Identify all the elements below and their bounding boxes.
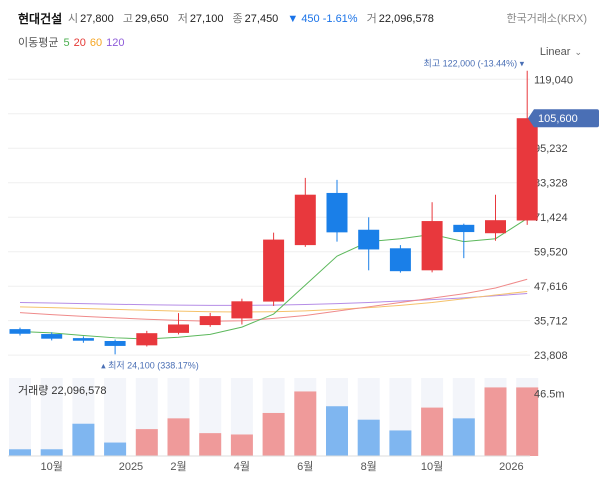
volume-bar: [9, 449, 31, 456]
high-label: 고: [122, 13, 133, 25]
x-tick-label: 4월: [234, 460, 250, 473]
volume-bar: [516, 387, 539, 456]
ma20-line: [19, 278, 528, 322]
y-tick-label: 59,520: [534, 247, 568, 259]
candle-body: [41, 334, 63, 339]
candle-body: [485, 220, 506, 234]
x-tick-label: 8월: [361, 460, 377, 473]
y-tick-label: 35,712: [534, 316, 568, 328]
close-label: 종: [232, 13, 243, 25]
current-price-label: 105,600: [538, 113, 578, 125]
x-tick-label: 10월: [421, 460, 443, 473]
x-tick-label: 2026: [499, 461, 523, 473]
volume-bar: [72, 423, 95, 456]
candle-body: [421, 221, 443, 271]
high-value: 29,650: [134, 13, 169, 25]
scale-selector-label: Linear: [539, 46, 571, 58]
candle-body: [263, 239, 285, 302]
current-price-tag: [528, 109, 599, 128]
moving-average-legend: 이동평균 5 20 60 120: [18, 34, 129, 50]
candle-body: [104, 341, 126, 346]
volume-column-bg: [40, 378, 63, 456]
volume-bar: [135, 429, 158, 456]
volume-bar: [326, 406, 348, 456]
ma-60[interactable]: 60: [89, 37, 103, 49]
volume-bar: [167, 418, 190, 456]
ohlc-summary: 시 27,800 고 29,650 저 27,100 종 27,450 ▼ 450 -1…: [68, 10, 440, 26]
ma60-line: [19, 290, 528, 313]
open-label: 시: [68, 13, 79, 25]
volume-bar: [262, 412, 285, 456]
stock-name: 현대건설: [18, 12, 63, 26]
y-tick-label: 95,232: [534, 143, 568, 155]
change-value: ▼ 450 -1.61%: [287, 13, 358, 25]
x-tick-label: 10월: [41, 460, 63, 473]
ma-20[interactable]: 20: [73, 37, 86, 49]
chart-header: 현대건설 시 27,800 고 29,650 저 27,100 종 27,450 ▼ 4…: [0, 0, 600, 34]
candle-body: [326, 192, 348, 233]
volume-column-bg: [104, 378, 127, 456]
y-tick-label: 71,424: [534, 212, 568, 224]
chevron-down-icon: ⌄: [574, 47, 582, 57]
low-value: 27,100: [189, 13, 224, 25]
candle-body: [389, 248, 411, 272]
candle-body: [358, 229, 380, 250]
candle-body: [516, 118, 538, 221]
volume-bar: [104, 442, 127, 456]
candle-body: [453, 224, 475, 233]
min-price-label: ▴ 최저 24,100 (338.17%): [101, 360, 199, 370]
volume-bar: [389, 430, 412, 456]
low-label: 저: [177, 13, 188, 25]
candle-body: [168, 324, 189, 333]
candle-body: [9, 329, 31, 334]
scale-selector[interactable]: Linear ⌄: [540, 46, 582, 58]
y-tick-label: 83,328: [534, 178, 568, 190]
volume-bar: [421, 407, 444, 456]
ma5-line: [19, 218, 528, 340]
x-tick-label: 2025: [119, 461, 143, 473]
y-tick-label: 23,808: [534, 350, 568, 362]
volume-tick-label: 46.5m: [534, 388, 565, 400]
volume-bar: [199, 433, 222, 456]
y-tick-label: 119,040: [534, 74, 573, 86]
ma-120[interactable]: 120: [106, 37, 125, 49]
candle-body: [72, 338, 94, 341]
volume-panel-label: 거래량 22,096,578: [18, 384, 106, 397]
exchange-name: 한국거래소(KRX): [506, 13, 587, 25]
ma-5[interactable]: 5: [63, 37, 70, 49]
volume-bar: [294, 391, 317, 456]
volume-bar: [40, 449, 63, 456]
candle-body: [199, 316, 221, 326]
volume-label: 거: [366, 13, 377, 25]
moving-average-label: 이동평균: [18, 37, 59, 49]
x-tick-label: 6월: [297, 460, 313, 473]
candle-body: [231, 301, 253, 319]
x-tick-label: 2월: [170, 460, 186, 473]
candle-body: [136, 333, 158, 346]
open-value: 27,800: [80, 13, 114, 25]
volume-bar: [357, 419, 380, 456]
y-tick-label: 47,616: [534, 281, 568, 293]
volume-value: 22,096,578: [378, 13, 434, 25]
volume-bar: [230, 434, 253, 456]
volume-bar: [452, 418, 475, 456]
max-price-label: 최고 122,000 (-13.44%) ▾: [424, 59, 525, 69]
volume-column-bg: [9, 378, 31, 456]
close-value: 27,450: [244, 13, 279, 25]
volume-bar: [484, 387, 507, 456]
candle-body: [294, 194, 316, 246]
